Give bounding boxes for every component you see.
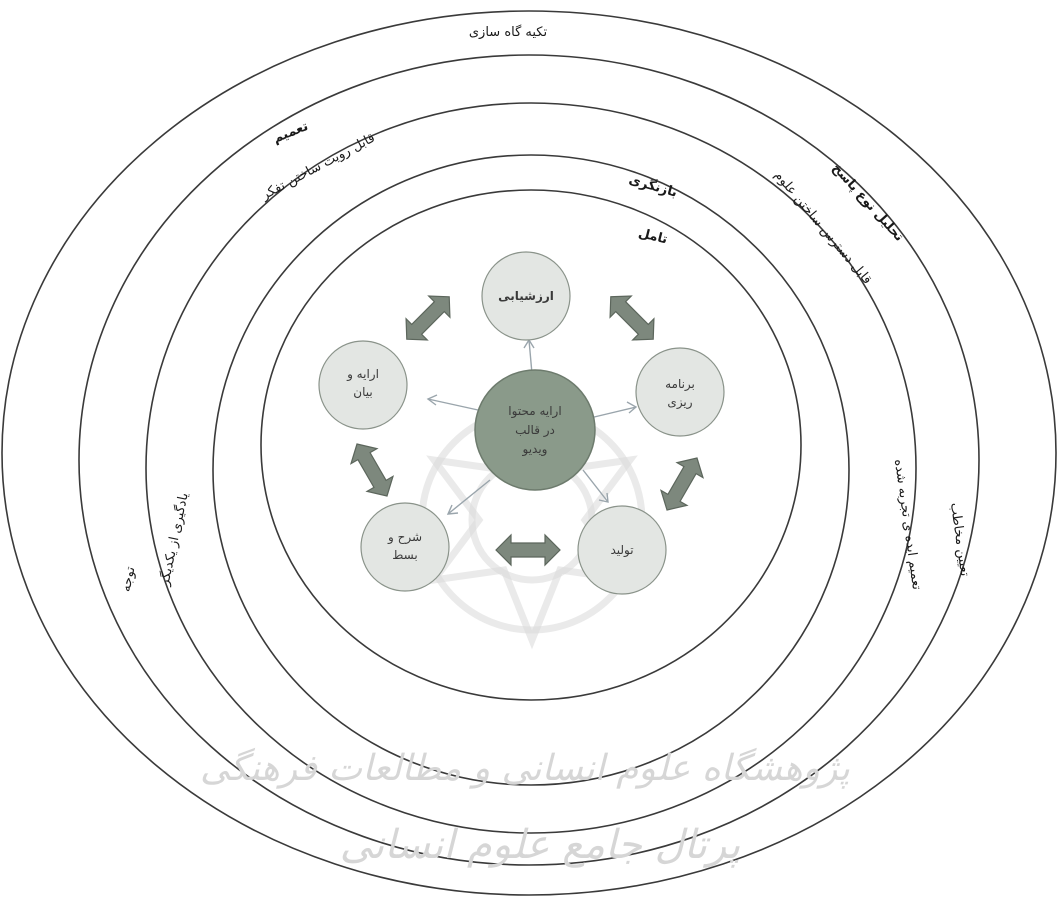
ring-outer [1, 10, 1057, 896]
node-right-label-1: برنامه [665, 377, 695, 392]
cycle-arrows [349, 295, 705, 567]
ring-label-r1-left: توجه [119, 565, 139, 593]
node-bottom-left-label-2: بسط [392, 548, 417, 562]
node-center-label-3: ویدیو [522, 442, 548, 457]
node-center-label-1: ارایه محتوا [508, 404, 561, 419]
node-center-label-2: در قالب [515, 423, 555, 438]
node-bottom-left: شرح و بسط [360, 502, 450, 592]
node-right: برنامه ریزی [635, 347, 725, 437]
node-bottom-right: تولید [577, 505, 667, 595]
watermark-line-1: پژوهشگاه علوم انسانی و مطالعات فرهنگی [200, 747, 850, 789]
spoke-bottom-left [447, 479, 491, 515]
node-bottom-right-label: تولید [610, 543, 633, 558]
arrow-bottom [495, 533, 561, 567]
node-left-label-2: بیان [353, 385, 372, 399]
ring-4 [212, 154, 850, 786]
ring-label-r1-title: تکیه گاه سازی [469, 24, 548, 40]
watermark-line-2: پرتال جامع علوم انسانی [340, 822, 741, 868]
node-top-label: ارزشیابی [498, 289, 554, 303]
ring-label-r4-title: بازنگری [627, 172, 679, 201]
node-right-label-2: ریزی [667, 395, 692, 410]
spoke-bottom-right-head [598, 492, 609, 503]
arrow-right-bottom [659, 457, 705, 511]
arrow-top-right [609, 295, 655, 341]
ring-3 [145, 102, 917, 834]
rings [1, 10, 1057, 896]
ring-label-r2-right-title: تحلیل نوع پاسخ [829, 161, 907, 245]
ring-label-r2-right: تعمیم ایده ی تجربه شده [891, 458, 924, 591]
node-center: ارایه محتوا در قالب ویدیو [474, 369, 596, 491]
spoke-left-head [426, 394, 438, 406]
ring-2 [78, 54, 980, 866]
node-left-label-1: ارایه و [346, 367, 379, 382]
spoke-right [589, 406, 637, 419]
ring-5 [260, 189, 802, 701]
node-left: ارایه و بیان [318, 340, 408, 430]
spoke-bottom-left-head [446, 504, 459, 515]
ring-label-r2-left: یادگیری از یکدیگر [156, 491, 192, 588]
spoke-right-head [626, 401, 638, 414]
nodes: ارزشیابی برنامه ریزی تولید شرح و بسط ارا… [318, 251, 725, 595]
node-bottom-left-label-1: شرح و [387, 530, 422, 545]
ring-label-r1-right: تعیین مخاطب [947, 502, 972, 578]
arrow-left-top [405, 295, 451, 341]
spoke-bottom-right [582, 469, 609, 503]
spoke-left [427, 398, 479, 411]
ring-label-r5-title: تامل [637, 226, 669, 248]
ring-label-r2-title: تعمیم [271, 119, 310, 147]
arrow-left-bottom [349, 443, 395, 497]
watermark-text: پژوهشگاه علوم انسانی و مطالعات فرهنگی پر… [200, 747, 850, 868]
node-top: ارزشیابی [481, 251, 571, 341]
